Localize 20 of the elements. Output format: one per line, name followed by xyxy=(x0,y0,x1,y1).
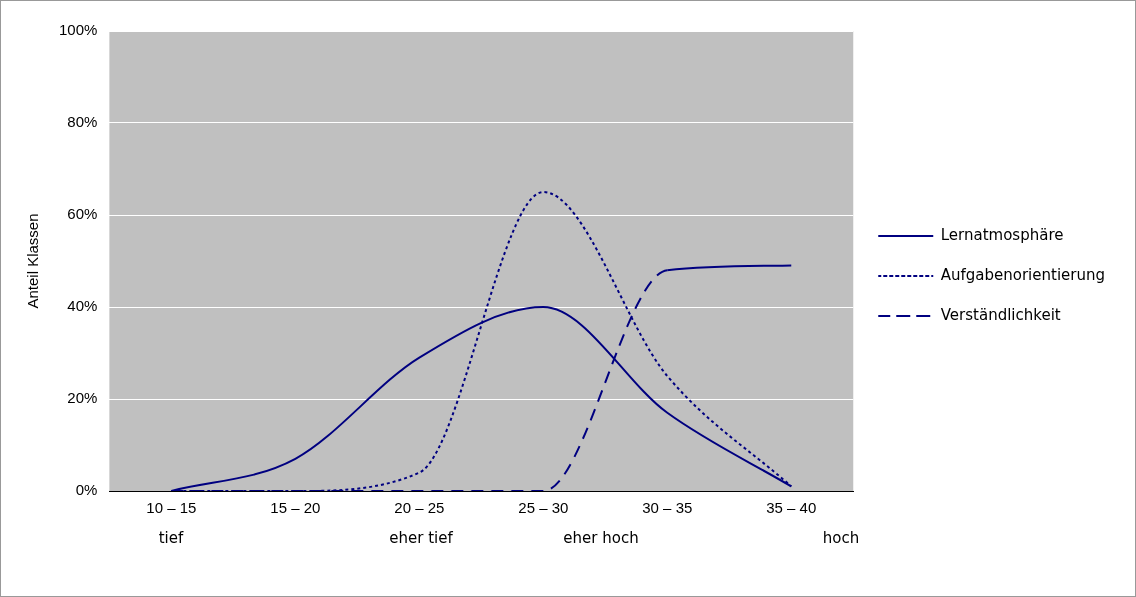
legend-label: Verständlichkeit xyxy=(940,305,1061,324)
x-tick-label: 20 – 25 xyxy=(394,499,445,517)
y-axis-title: Anteil Klassen xyxy=(24,213,42,309)
y-tick-label: 0% xyxy=(75,481,98,499)
x-tick-label: 35 – 40 xyxy=(766,499,817,517)
legend-label: Lernatmosphäre xyxy=(940,225,1064,244)
x-tick-label: 30 – 35 xyxy=(642,499,693,517)
y-tick-label: 40% xyxy=(67,297,98,315)
y-tick-label: 80% xyxy=(67,113,98,131)
text: tief xyxy=(158,529,184,547)
y-tick-label: 20% xyxy=(67,389,98,407)
text: eher tief xyxy=(389,529,453,547)
y-tick-label: 60% xyxy=(67,205,98,223)
text: eher hoch xyxy=(563,529,639,547)
legend-label: Aufgabenorientierung xyxy=(940,265,1105,284)
x-tick-label: 15 – 20 xyxy=(270,499,321,517)
y-tick-label: 100% xyxy=(58,21,98,39)
x-tick-label: 10 – 15 xyxy=(146,499,197,517)
text: hoch xyxy=(822,529,860,547)
x-tick-label: 25 – 30 xyxy=(518,499,569,517)
